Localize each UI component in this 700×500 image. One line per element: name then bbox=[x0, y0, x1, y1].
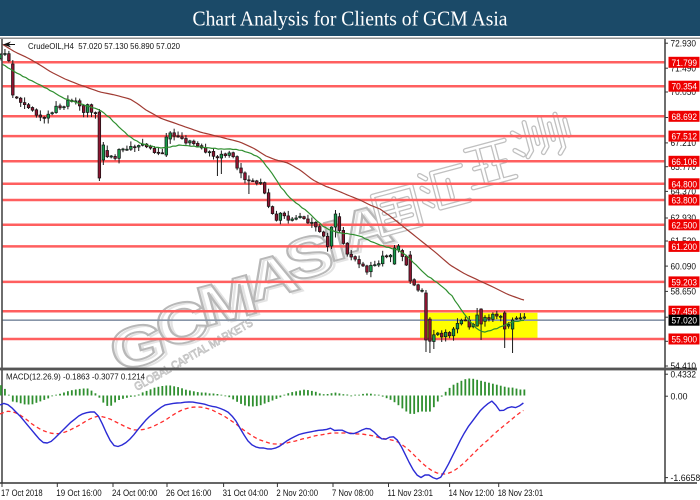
svg-text:65.770: 65.770 bbox=[671, 162, 697, 173]
svg-text:58.650: 58.650 bbox=[671, 287, 697, 298]
svg-text:18 Nov 23:01: 18 Nov 23:01 bbox=[498, 488, 543, 499]
svg-text:59.203: 59.203 bbox=[672, 277, 698, 288]
svg-text:17 Oct 2018: 17 Oct 2018 bbox=[1, 488, 43, 499]
svg-text:2 Nov 20:00: 2 Nov 20:00 bbox=[276, 488, 318, 499]
svg-text:66.106: 66.106 bbox=[672, 157, 698, 168]
svg-text:63.800: 63.800 bbox=[672, 196, 698, 207]
svg-text:71.799: 71.799 bbox=[672, 58, 698, 69]
svg-text:70.354: 70.354 bbox=[672, 82, 698, 93]
svg-text:Chart Analysis for Clients of: Chart Analysis for Clients of GCM Asia bbox=[193, 7, 509, 31]
svg-text:MACD(12.26.9) -0.1863 -0.3077: MACD(12.26.9) -0.1863 -0.3077 0.1214 bbox=[6, 372, 145, 382]
svg-text:71.490: 71.490 bbox=[671, 63, 697, 74]
svg-text:CrudeOIL,H4 57.020 57.130 56.: CrudeOIL,H4 57.020 57.130 56.890 57.020 bbox=[28, 41, 180, 51]
svg-text:26 Oct 16:00: 26 Oct 16:00 bbox=[166, 488, 211, 499]
svg-text:0.00: 0.00 bbox=[671, 391, 688, 402]
svg-text:14 Nov 12:00: 14 Nov 12:00 bbox=[449, 488, 494, 499]
svg-text:55.900: 55.900 bbox=[672, 335, 698, 346]
svg-text:67.210: 67.210 bbox=[671, 138, 697, 149]
svg-text:62.500: 62.500 bbox=[672, 220, 698, 231]
svg-text:31 Oct 04:00: 31 Oct 04:00 bbox=[223, 488, 268, 499]
svg-text:62.930: 62.930 bbox=[671, 213, 697, 224]
svg-text:19 Oct 16:00: 19 Oct 16:00 bbox=[56, 488, 101, 499]
svg-text:7 Nov 08:00: 7 Nov 08:00 bbox=[332, 488, 374, 499]
svg-text:64.800: 64.800 bbox=[672, 179, 698, 190]
svg-text:-1.6658: -1.6658 bbox=[671, 473, 700, 484]
svg-text:61.200: 61.200 bbox=[672, 242, 698, 253]
svg-text:54.410: 54.410 bbox=[671, 361, 697, 372]
svg-text:11 Nov 23:01: 11 Nov 23:01 bbox=[388, 488, 433, 499]
svg-text:68.692: 68.692 bbox=[672, 112, 698, 123]
svg-text:0.4332: 0.4332 bbox=[671, 369, 697, 380]
svg-text:60.090: 60.090 bbox=[671, 261, 697, 272]
svg-text:57.020: 57.020 bbox=[672, 316, 698, 327]
svg-text:64.370: 64.370 bbox=[671, 187, 697, 198]
svg-text:24 Oct 00:00: 24 Oct 00:00 bbox=[112, 488, 157, 499]
svg-text:70.050: 70.050 bbox=[671, 87, 697, 98]
svg-text:67.512: 67.512 bbox=[672, 132, 698, 143]
svg-text:57.456: 57.456 bbox=[672, 307, 698, 318]
svg-text:72.930: 72.930 bbox=[671, 38, 697, 49]
